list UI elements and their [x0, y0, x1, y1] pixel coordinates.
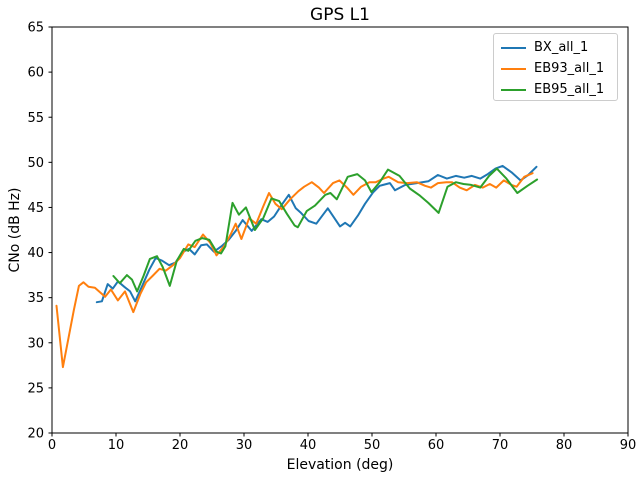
x-tick-label: 10 [108, 438, 125, 453]
y-tick-label: 40 [27, 246, 44, 261]
x-tick-label: 60 [428, 438, 445, 453]
legend-line-sample [501, 88, 526, 91]
x-tick-label: 20 [172, 438, 189, 453]
legend: BX_all_1 EB93_all_1 EB95_all_1 [493, 33, 618, 101]
x-axis-label: Elevation (deg) [286, 457, 394, 473]
legend-line-sample [501, 67, 526, 70]
axes-frame [51, 26, 629, 434]
legend-entry-EB93_all_1: EB93_all_1 [494, 58, 617, 79]
legend-label: EB93_all_1 [534, 61, 605, 76]
y-tick-label: 65 [27, 21, 44, 36]
chart-title: GPS L1 [310, 5, 370, 25]
series-line-EB95_all_1 [112, 167, 539, 293]
legend-label: BX_all_1 [534, 40, 589, 55]
x-tick-label: 50 [364, 438, 381, 453]
legend-label: EB95_all_1 [534, 82, 605, 97]
y-axis-label: CNo (dB Hz) [7, 187, 23, 273]
legend-line-sample [501, 46, 526, 49]
x-tick-label: 40 [300, 438, 317, 453]
legend-entry-EB95_all_1: EB95_all_1 [494, 79, 617, 100]
x-tick-label: 30 [236, 438, 253, 453]
y-tick-label: 20 [27, 427, 44, 442]
x-tick-label: 90 [620, 438, 637, 453]
y-tick-label: 35 [27, 291, 44, 306]
y-tick-label: 45 [27, 201, 44, 216]
y-tick-label: 50 [27, 156, 44, 171]
y-tick-label: 30 [27, 336, 44, 351]
y-tick-label: 55 [27, 111, 44, 126]
legend-entry-BX_all_1: BX_all_1 [494, 37, 617, 58]
x-tick-label: 70 [492, 438, 509, 453]
x-tick-label: 0 [48, 438, 56, 453]
y-tick-label: 25 [27, 381, 44, 396]
y-tick-label: 60 [27, 66, 44, 81]
series-line-EB93_all_1 [55, 172, 534, 369]
x-tick-label: 80 [556, 438, 573, 453]
series-line-BX_all_1 [95, 164, 538, 304]
